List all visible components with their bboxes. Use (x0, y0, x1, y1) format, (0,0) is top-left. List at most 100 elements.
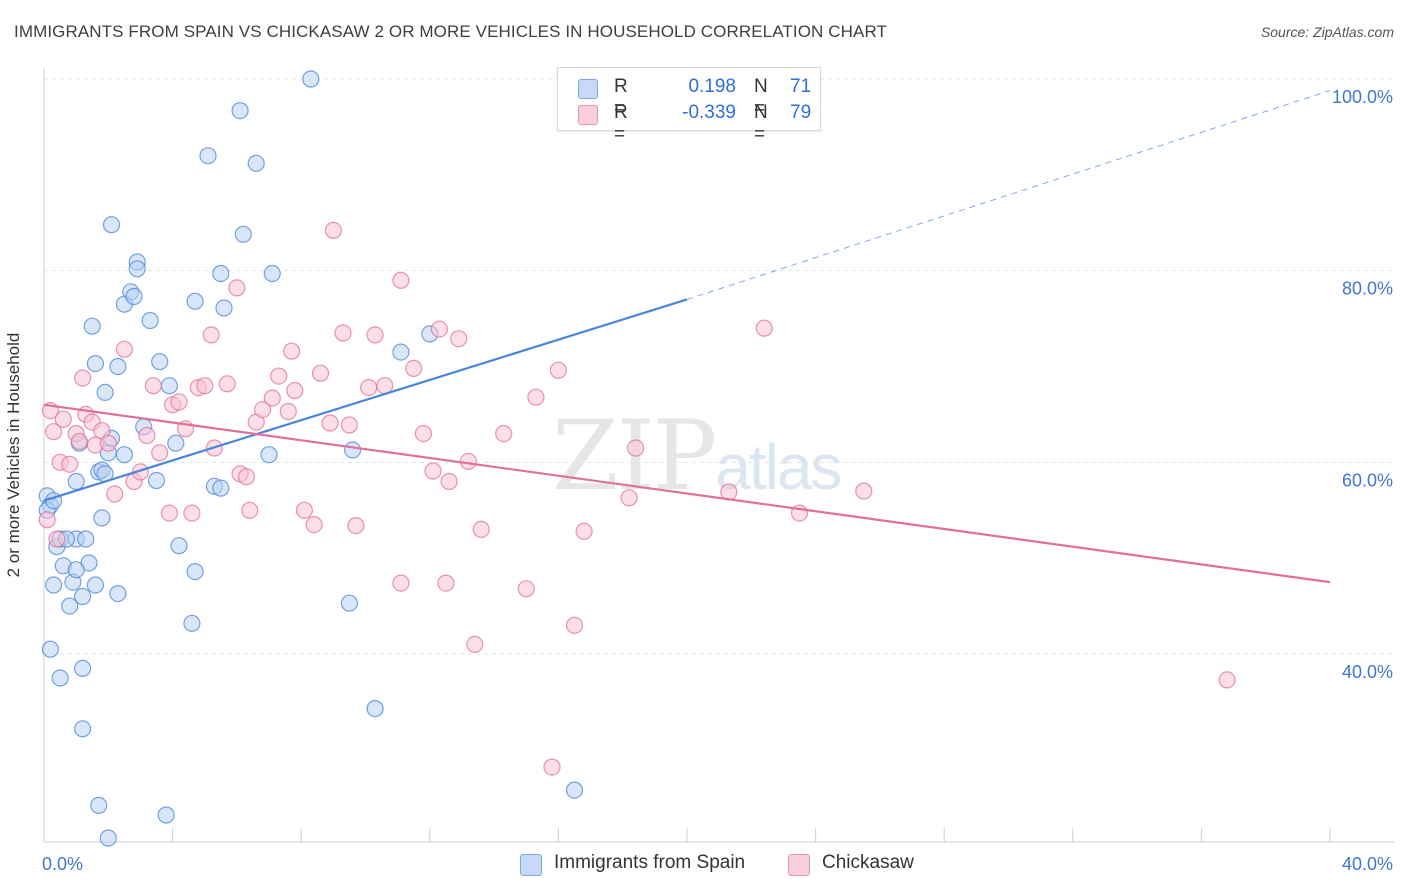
data-point (54, 410, 72, 428)
data-point (392, 343, 410, 361)
data-point (440, 472, 458, 491)
data-point (38, 511, 56, 529)
data-point (109, 584, 127, 603)
data-point (212, 479, 230, 497)
data-point (279, 402, 297, 421)
data-point (340, 416, 358, 434)
correlation-legend: R = 0.198 N = 71 R = -0.339 N = 79 (557, 67, 821, 145)
data-point (212, 264, 230, 283)
x-tick-label: 0.0% (42, 854, 83, 874)
data-point (109, 357, 127, 376)
data-point (186, 292, 204, 310)
data-point (102, 216, 121, 234)
data-point (360, 379, 378, 397)
data-point (99, 434, 117, 452)
data-point (527, 388, 545, 406)
data-point (138, 426, 156, 445)
data-point (167, 434, 185, 452)
data-point (128, 260, 146, 278)
data-point (472, 520, 490, 539)
data-point (228, 279, 246, 297)
legend-swatch-chickasaw (578, 105, 598, 125)
data-point (183, 614, 201, 632)
data-point (366, 326, 384, 344)
chart-title: IMMIGRANTS FROM SPAIN VS CHICKASAW 2 OR … (14, 22, 887, 41)
data-point (324, 221, 342, 239)
data-point (86, 576, 105, 594)
data-point (83, 317, 101, 335)
data-point (424, 462, 442, 480)
legend-label-spain: Immigrants from Spain (554, 852, 746, 873)
data-point (466, 635, 484, 654)
y-tick-label: 100.0% (1332, 87, 1393, 107)
data-point (199, 147, 217, 165)
legend-label-chickasaw: Chickasaw (822, 852, 914, 873)
legend-r-label: R = (614, 102, 628, 145)
data-point (263, 264, 281, 283)
data-point (237, 468, 256, 486)
data-point (67, 472, 85, 491)
data-point (247, 154, 265, 172)
data-point (430, 320, 448, 338)
data-point (186, 562, 204, 581)
data-point (106, 485, 124, 503)
data-point (41, 640, 60, 658)
data-point (218, 375, 236, 393)
data-point (202, 326, 220, 344)
data-point (115, 446, 134, 464)
data-point (263, 389, 281, 407)
data-point (96, 383, 114, 401)
data-point (495, 425, 513, 443)
data-point (855, 482, 873, 500)
data-point (340, 594, 358, 612)
data-point (543, 758, 561, 776)
data-point (575, 522, 593, 540)
data-point (93, 509, 111, 527)
data-point (61, 455, 79, 473)
data-point (90, 796, 108, 815)
data-point (48, 530, 66, 548)
y-tick-label: 40.0% (1342, 662, 1393, 682)
data-point (44, 576, 63, 594)
trend-line (43, 298, 688, 502)
data-point (459, 452, 477, 470)
data-point (67, 561, 85, 579)
data-point (1218, 671, 1236, 689)
data-point (170, 393, 188, 411)
data-point (437, 574, 455, 592)
trend-lines (43, 90, 1331, 584)
legend-swatch-chickasaw (788, 854, 810, 876)
y-tick-label: 60.0% (1342, 470, 1393, 490)
legend-swatch-spain (520, 854, 542, 876)
legend-r-value: -0.339 (682, 102, 736, 123)
tick-labels: 40.0% 60.0% 80.0% 100.0% 0.0% 40.0% (42, 87, 1393, 874)
series-immigrants-from-spain-points (38, 70, 584, 847)
data-point (305, 515, 323, 534)
data-point (160, 504, 178, 522)
data-point (392, 574, 410, 592)
data-point (231, 101, 249, 120)
legend-n-label: N = (754, 76, 768, 119)
data-point (151, 353, 169, 371)
data-point (70, 432, 89, 450)
y-axis-label: 2 or more Vehicles in Household (4, 332, 23, 578)
data-point (125, 287, 143, 306)
data-point (51, 669, 69, 687)
data-point (517, 580, 535, 598)
data-point (260, 446, 278, 464)
data-point (215, 299, 233, 317)
data-point (626, 439, 645, 457)
data-point (73, 720, 92, 738)
data-point (549, 361, 568, 379)
legend-r-label: R = (614, 76, 628, 119)
legend-n-value: 71 (790, 76, 812, 97)
data-point (183, 504, 201, 522)
data-point (565, 781, 584, 799)
data-point (565, 616, 584, 634)
grid-lines (44, 78, 1394, 655)
data-point (755, 319, 773, 337)
data-point (414, 425, 432, 443)
data-point (160, 377, 178, 395)
trend-line (43, 403, 1331, 584)
data-point (115, 340, 134, 358)
